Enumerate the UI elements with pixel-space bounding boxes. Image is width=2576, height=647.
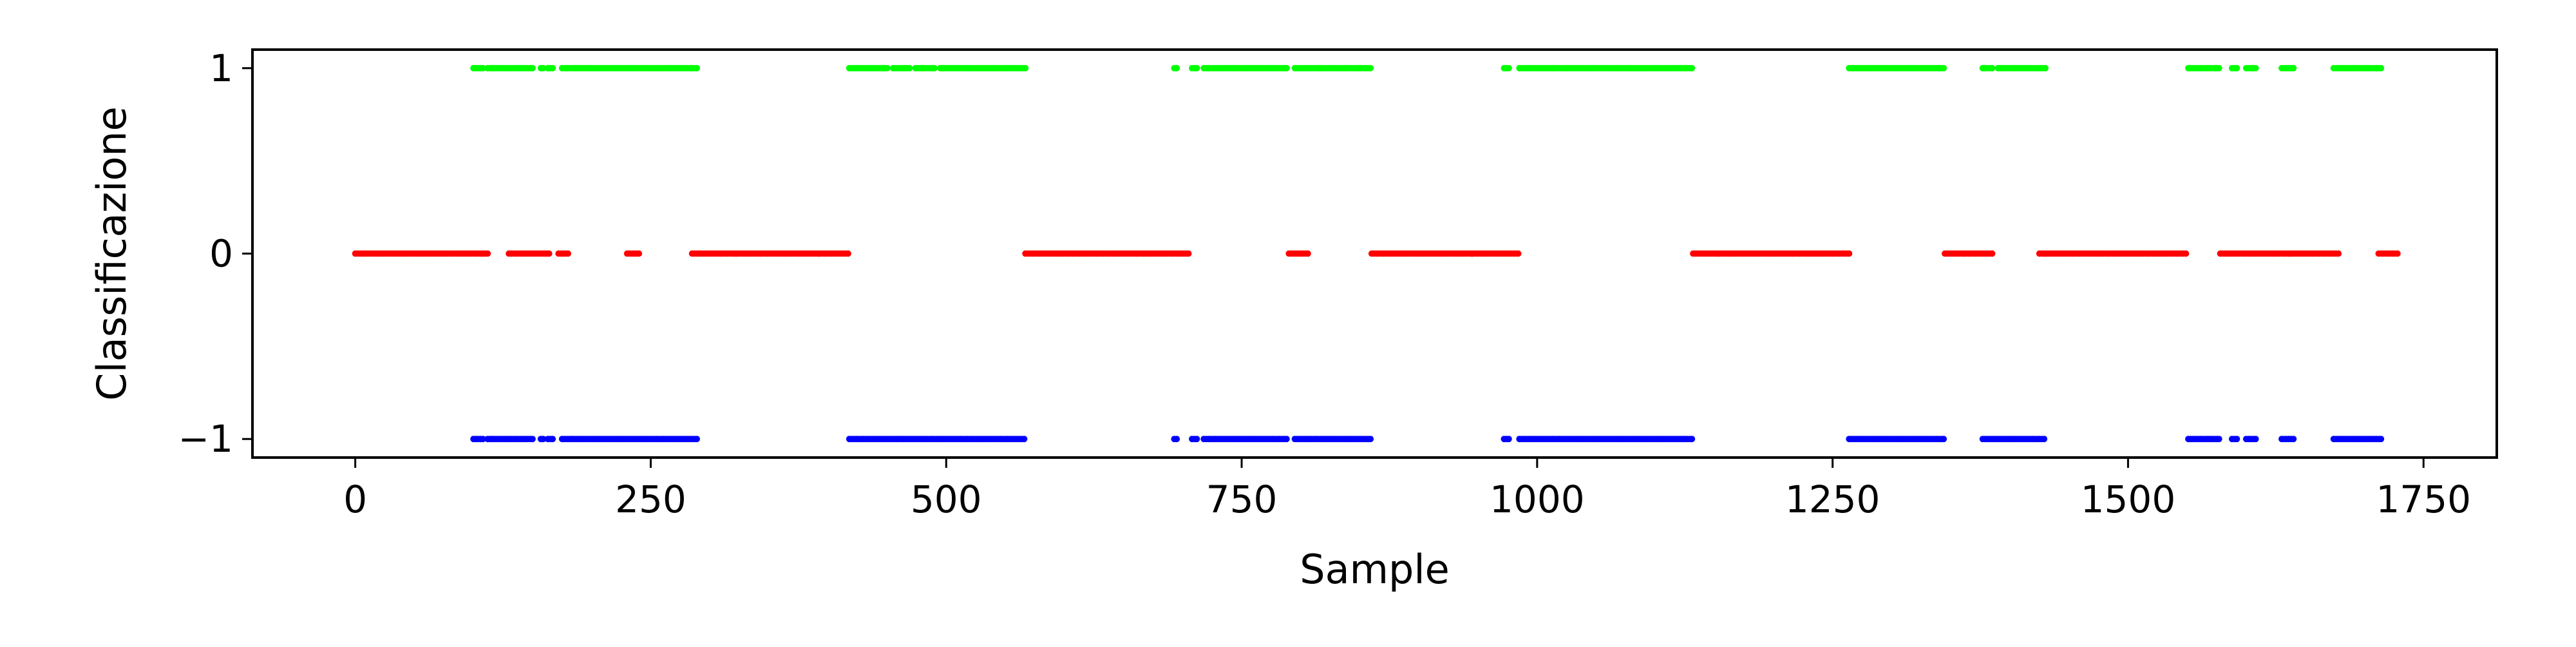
data-point: [2378, 64, 2385, 72]
x-tick-label: 1750: [2376, 478, 2471, 521]
data-point: [906, 64, 913, 72]
data-point: [484, 250, 491, 257]
data-point: [1283, 64, 1290, 72]
data-point: [2335, 250, 2342, 257]
data-point: [2042, 64, 2049, 72]
data-point: [540, 436, 547, 443]
data-point: [565, 250, 571, 257]
data-point: [636, 250, 643, 257]
data-point: [479, 436, 486, 443]
ticks-layer: 0 250 500 750 1000 1250 1500 1750 −1 0 1: [178, 46, 2472, 521]
data-point: [1505, 64, 1512, 72]
data-point: [884, 64, 891, 72]
data-point: [1689, 436, 1696, 443]
data-point: [1367, 64, 1374, 72]
data-point: [1940, 436, 1947, 443]
data-point: [1193, 436, 1200, 443]
data-point: [529, 64, 536, 72]
x-tick-label: 750: [1206, 478, 1278, 521]
data-point: [540, 64, 547, 72]
series-2: [470, 436, 2385, 443]
data-point: [2252, 64, 2259, 72]
x-tick-label: 0: [343, 478, 367, 521]
data-point: [1173, 436, 1180, 443]
y-axis-label: Classificazione: [88, 106, 135, 401]
y-tick-label: 0: [209, 232, 233, 276]
data-point: [931, 64, 938, 72]
data-point: [1505, 436, 1512, 443]
x-tick-label: 1000: [1490, 478, 1585, 521]
series-0: [470, 64, 2385, 72]
data-point: [844, 250, 851, 257]
data-point: [694, 64, 700, 72]
x-tick-label: 250: [615, 478, 687, 521]
y-tick-label: −1: [178, 417, 234, 461]
data-point: [1022, 64, 1029, 72]
data-point: [2378, 436, 2385, 443]
x-axis-label: Sample: [1300, 546, 1449, 593]
x-tick-label: 1250: [1785, 478, 1880, 521]
data-point: [1940, 64, 1947, 72]
data-point: [1515, 250, 1522, 257]
data-point: [1173, 64, 1180, 72]
data-point: [2215, 64, 2222, 72]
data-point: [1846, 250, 1853, 257]
data-point: [2233, 436, 2240, 443]
x-tick-label: 500: [911, 478, 982, 521]
series-1: [352, 250, 2401, 257]
data-point: [549, 436, 556, 443]
data-point: [1185, 250, 1192, 257]
data-point: [545, 250, 553, 257]
data-point: [1989, 250, 1996, 257]
data-point: [1283, 436, 1290, 443]
data-point: [2290, 436, 2297, 443]
data-point: [2394, 250, 2401, 257]
y-tick-label: 1: [209, 46, 233, 90]
data-point: [2215, 436, 2222, 443]
data-point: [2290, 64, 2297, 72]
points-layer: [352, 64, 2401, 443]
data-point: [1989, 64, 1996, 72]
data-point: [2233, 64, 2240, 72]
data-point: [1193, 64, 1200, 72]
data-point: [549, 64, 556, 72]
data-point: [2252, 436, 2259, 443]
data-point: [1304, 250, 1311, 257]
data-point: [2041, 436, 2048, 443]
data-point: [2183, 250, 2190, 257]
data-point: [479, 64, 486, 72]
data-point: [1367, 436, 1374, 443]
data-point: [1021, 436, 1028, 443]
data-point: [694, 436, 700, 443]
data-point: [529, 436, 536, 443]
data-point: [1689, 64, 1696, 72]
x-tick-label: 1500: [2081, 478, 2176, 521]
